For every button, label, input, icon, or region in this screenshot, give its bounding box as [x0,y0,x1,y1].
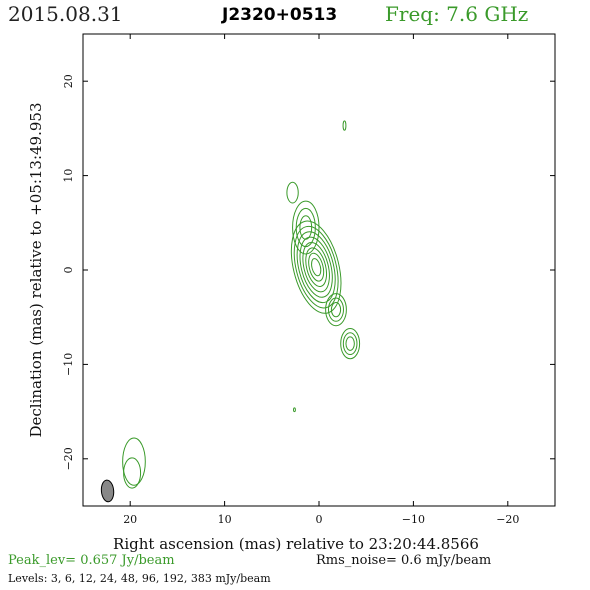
x-tick-label: −20 [496,513,519,526]
contour-line [293,407,296,413]
restoring-beam [100,479,115,503]
contour-levels: Levels: 3, 6, 12, 24, 48, 96, 192, 383 m… [8,572,271,585]
contour-line [299,215,313,240]
contour-line [308,252,325,282]
contour-line [302,241,330,293]
contour-line [311,258,322,277]
contour-line [340,328,361,360]
contour-line [296,231,336,304]
contour-line [295,207,316,248]
contour-line [330,302,342,318]
contour-line [345,336,355,351]
source-name: J2320+0513 [222,5,338,25]
contour-map [122,120,361,489]
plot-border [82,33,556,507]
peak-level: Peak_lev= 0.657 Jy/beam [8,553,175,568]
contour-line [305,247,328,287]
contour-line [122,437,146,486]
contour-line [342,120,347,131]
x-tick-label: 20 [123,513,137,526]
contour-line [290,220,342,314]
y-tick-label: 20 [62,74,75,88]
y-axis-label: Declination (mas) relative to +05:13:49.… [27,102,45,437]
x-tick-label: 10 [218,513,232,526]
contour-line [286,181,299,204]
contour-line [123,457,142,489]
contour-line [325,293,347,327]
rms-noise: Rms_noise= 0.6 mJy/beam [316,553,492,568]
beam-ellipse [100,479,115,503]
contour-line [342,332,358,356]
frequency-label: Freq: 7.6 GHz [385,2,529,26]
x-axis-label: Right ascension (mas) relative to 23:20:… [113,535,479,553]
y-tick-label: 10 [62,169,75,183]
observation-date: 2015.08.31 [8,2,123,26]
x-tick-label: −10 [402,513,425,526]
y-tick-label: −20 [62,447,75,470]
contour-line [293,225,339,309]
y-tick-label: −10 [62,353,75,376]
plot-frame [82,33,556,507]
axis-ticks: 20 10 0 −10 −20 20 10 0 −10 −20 [62,34,555,526]
contour-line [292,200,320,255]
y-tick-label: 0 [62,267,75,274]
contour-line [327,297,344,322]
x-tick-label: 0 [316,513,323,526]
